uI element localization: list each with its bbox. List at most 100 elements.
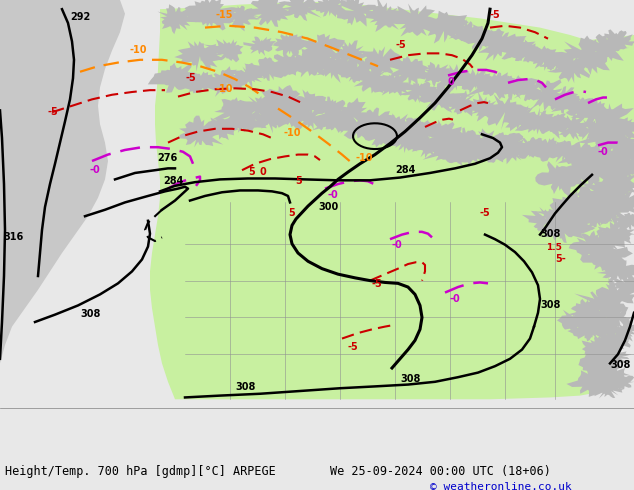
Polygon shape bbox=[477, 28, 528, 61]
Polygon shape bbox=[184, 0, 249, 30]
Polygon shape bbox=[157, 4, 202, 34]
Text: 292: 292 bbox=[70, 12, 90, 22]
Text: 5: 5 bbox=[295, 176, 302, 186]
Polygon shape bbox=[574, 290, 626, 318]
Polygon shape bbox=[616, 213, 634, 230]
Polygon shape bbox=[551, 94, 600, 118]
Polygon shape bbox=[333, 0, 383, 26]
Polygon shape bbox=[579, 172, 633, 210]
Polygon shape bbox=[203, 66, 248, 97]
Polygon shape bbox=[547, 52, 596, 83]
Polygon shape bbox=[596, 132, 634, 153]
Polygon shape bbox=[605, 146, 634, 168]
Polygon shape bbox=[529, 137, 565, 162]
Text: 308: 308 bbox=[610, 360, 630, 370]
Polygon shape bbox=[598, 29, 634, 52]
Polygon shape bbox=[577, 123, 629, 148]
Polygon shape bbox=[456, 24, 505, 51]
Text: -5: -5 bbox=[490, 10, 501, 21]
Text: 5: 5 bbox=[288, 208, 295, 218]
Polygon shape bbox=[381, 124, 425, 153]
Polygon shape bbox=[283, 89, 335, 116]
Polygon shape bbox=[612, 276, 634, 294]
Polygon shape bbox=[582, 336, 621, 362]
Polygon shape bbox=[245, 96, 279, 117]
Polygon shape bbox=[538, 86, 585, 114]
Polygon shape bbox=[524, 46, 571, 71]
Polygon shape bbox=[340, 60, 375, 83]
Polygon shape bbox=[203, 39, 243, 62]
Polygon shape bbox=[571, 186, 618, 217]
Polygon shape bbox=[366, 0, 409, 32]
Polygon shape bbox=[273, 34, 310, 57]
Polygon shape bbox=[587, 227, 625, 255]
Polygon shape bbox=[148, 63, 200, 93]
Polygon shape bbox=[585, 310, 622, 336]
Text: © weatheronline.co.uk: © weatheronline.co.uk bbox=[430, 482, 572, 490]
Polygon shape bbox=[240, 57, 298, 81]
Polygon shape bbox=[599, 344, 631, 369]
Polygon shape bbox=[401, 117, 441, 144]
Text: -5: -5 bbox=[348, 342, 359, 352]
Polygon shape bbox=[568, 120, 607, 142]
Polygon shape bbox=[466, 128, 515, 155]
Polygon shape bbox=[596, 278, 634, 307]
Polygon shape bbox=[246, 0, 292, 27]
Polygon shape bbox=[571, 151, 624, 186]
Polygon shape bbox=[578, 350, 619, 375]
Polygon shape bbox=[607, 158, 634, 181]
Text: -5: -5 bbox=[185, 73, 196, 83]
Text: 300: 300 bbox=[318, 202, 339, 212]
Text: -15: -15 bbox=[215, 10, 233, 21]
Polygon shape bbox=[604, 117, 634, 143]
Text: 316: 316 bbox=[3, 232, 23, 243]
Polygon shape bbox=[353, 118, 413, 147]
Text: 284: 284 bbox=[163, 176, 183, 186]
Polygon shape bbox=[278, 0, 321, 21]
Polygon shape bbox=[598, 220, 634, 248]
Polygon shape bbox=[412, 134, 450, 160]
Polygon shape bbox=[203, 117, 247, 140]
Polygon shape bbox=[500, 35, 536, 61]
Text: Height/Temp. 700 hPa [gdmp][°C] ARPEGE: Height/Temp. 700 hPa [gdmp][°C] ARPEGE bbox=[5, 465, 276, 478]
Polygon shape bbox=[306, 52, 358, 83]
Polygon shape bbox=[384, 3, 444, 37]
Polygon shape bbox=[567, 313, 610, 342]
Text: 276: 276 bbox=[157, 153, 178, 163]
Polygon shape bbox=[357, 107, 395, 135]
Polygon shape bbox=[465, 72, 520, 99]
Text: 308: 308 bbox=[540, 300, 560, 310]
Text: 5-: 5- bbox=[555, 254, 566, 264]
Polygon shape bbox=[522, 79, 564, 111]
Polygon shape bbox=[522, 207, 569, 234]
Polygon shape bbox=[588, 103, 634, 137]
Polygon shape bbox=[535, 161, 585, 196]
Polygon shape bbox=[488, 132, 536, 160]
Polygon shape bbox=[545, 140, 590, 163]
Polygon shape bbox=[312, 111, 355, 133]
Polygon shape bbox=[606, 369, 634, 390]
Polygon shape bbox=[511, 40, 550, 62]
Polygon shape bbox=[288, 103, 335, 130]
Polygon shape bbox=[574, 199, 623, 227]
Polygon shape bbox=[311, 97, 353, 120]
Polygon shape bbox=[419, 81, 472, 113]
Text: 308: 308 bbox=[540, 229, 560, 239]
Polygon shape bbox=[418, 11, 473, 44]
Polygon shape bbox=[488, 138, 533, 164]
Text: 308: 308 bbox=[235, 382, 256, 392]
Polygon shape bbox=[580, 242, 633, 273]
Text: 284: 284 bbox=[395, 165, 415, 175]
Polygon shape bbox=[536, 112, 572, 139]
Polygon shape bbox=[490, 75, 537, 100]
Polygon shape bbox=[534, 201, 578, 225]
Polygon shape bbox=[213, 97, 261, 123]
Polygon shape bbox=[307, 0, 347, 17]
Polygon shape bbox=[510, 137, 551, 159]
Polygon shape bbox=[468, 91, 507, 122]
Polygon shape bbox=[560, 210, 599, 236]
Text: 308: 308 bbox=[400, 374, 420, 384]
Polygon shape bbox=[324, 40, 371, 72]
Polygon shape bbox=[569, 231, 615, 260]
Polygon shape bbox=[174, 41, 224, 72]
